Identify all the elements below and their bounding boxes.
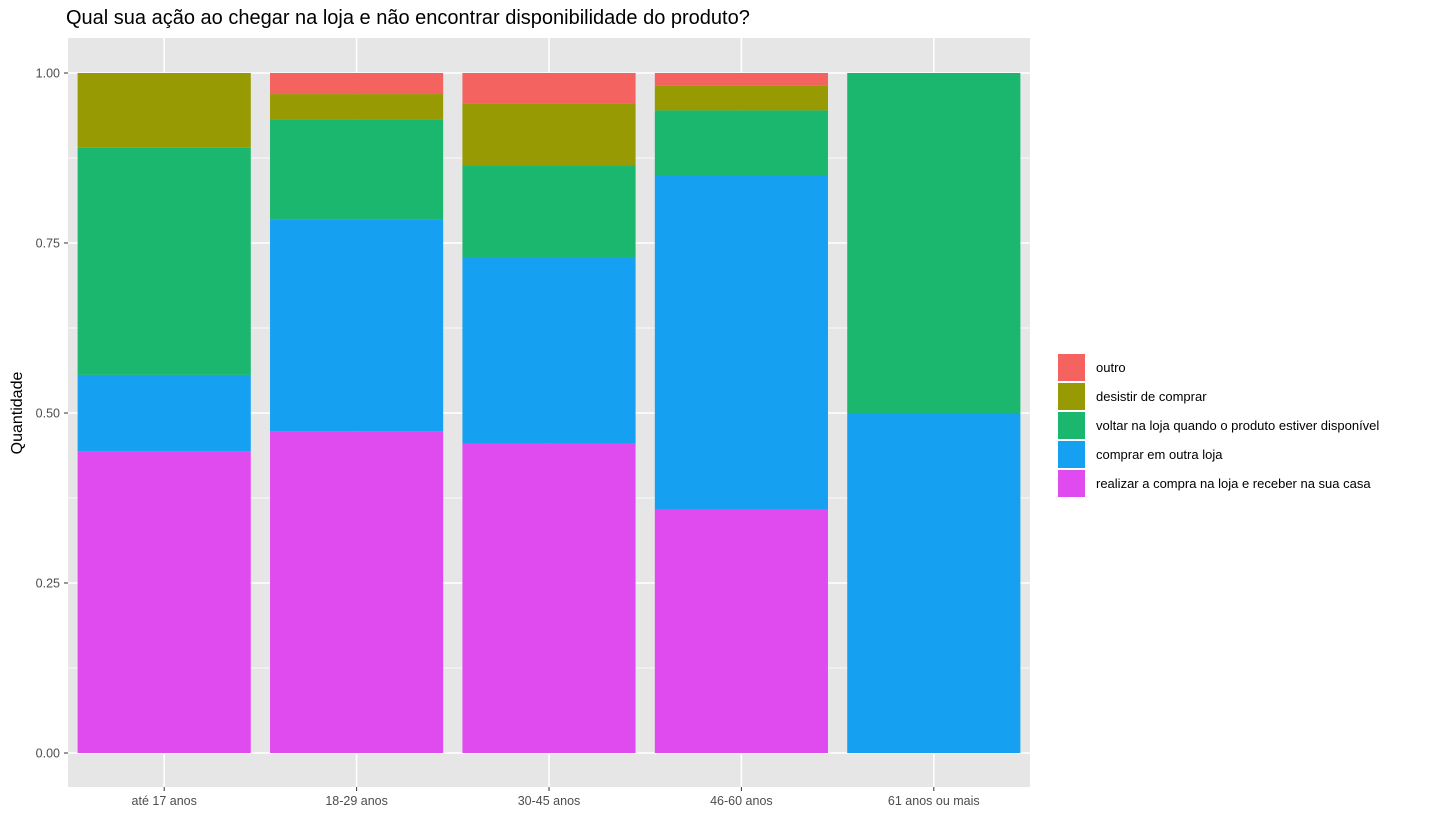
- bar-segment: [654, 85, 828, 111]
- legend-label: outro: [1096, 360, 1126, 375]
- bar-segment: [462, 257, 636, 444]
- bars: [77, 73, 1021, 753]
- bar-segment: [462, 103, 636, 166]
- x-tick-label: até 17 anos: [132, 794, 197, 808]
- bar-segment: [462, 443, 636, 753]
- x-tick-label: 61 anos ou mais: [888, 794, 980, 808]
- legend-key: [1058, 470, 1085, 497]
- y-axis: 0.00 0.25 0.50 0.75 1.00: [36, 67, 68, 761]
- bar-segment: [270, 119, 444, 220]
- bar-segment: [77, 451, 251, 753]
- x-tick-label: 46-60 anos: [710, 794, 773, 808]
- bar-segment: [270, 73, 444, 95]
- legend-key: [1058, 354, 1085, 381]
- bar-segment: [270, 431, 444, 753]
- legend-key: [1058, 441, 1085, 468]
- bar-segment: [654, 73, 828, 86]
- y-tick-label: 0.75: [36, 237, 60, 251]
- legend-label: desistir de comprar: [1096, 389, 1207, 404]
- bar-segment: [77, 374, 251, 452]
- y-tick-label: 0.00: [36, 747, 60, 761]
- y-tick-label: 1.00: [36, 67, 60, 81]
- x-tick-label: 18-29 anos: [325, 794, 388, 808]
- x-tick-label: 30-45 anos: [518, 794, 581, 808]
- bar-segment: [847, 73, 1021, 413]
- bar-segment: [270, 219, 444, 432]
- bar-segment: [654, 509, 828, 753]
- y-tick-label: 0.25: [36, 577, 60, 591]
- bar-segment: [654, 175, 828, 510]
- legend-label: comprar em outra loja: [1096, 447, 1223, 462]
- y-axis-title: Quantidade: [9, 372, 26, 455]
- legend-label: realizar a compra na loja e receber na s…: [1096, 476, 1371, 491]
- bar-segment: [654, 110, 828, 175]
- y-tick-label: 0.50: [36, 407, 60, 421]
- bar-segment: [270, 94, 444, 120]
- bar-segment: [77, 147, 251, 375]
- legend: outro desistir de comprar voltar na loja q…: [1058, 354, 1379, 497]
- chart-title: Qual sua ação ao chegar na loja e não en…: [66, 7, 750, 29]
- bar-segment: [77, 73, 251, 148]
- bar-segment: [847, 413, 1021, 753]
- legend-key: [1058, 383, 1085, 410]
- x-axis: até 17 anos 18-29 anos 30-45 anos 46-60 ano…: [132, 787, 980, 808]
- legend-label: voltar na loja quando o produto estiver …: [1096, 418, 1379, 433]
- bar-segment: [462, 165, 636, 258]
- bar-segment: [462, 73, 636, 104]
- legend-key: [1058, 412, 1085, 439]
